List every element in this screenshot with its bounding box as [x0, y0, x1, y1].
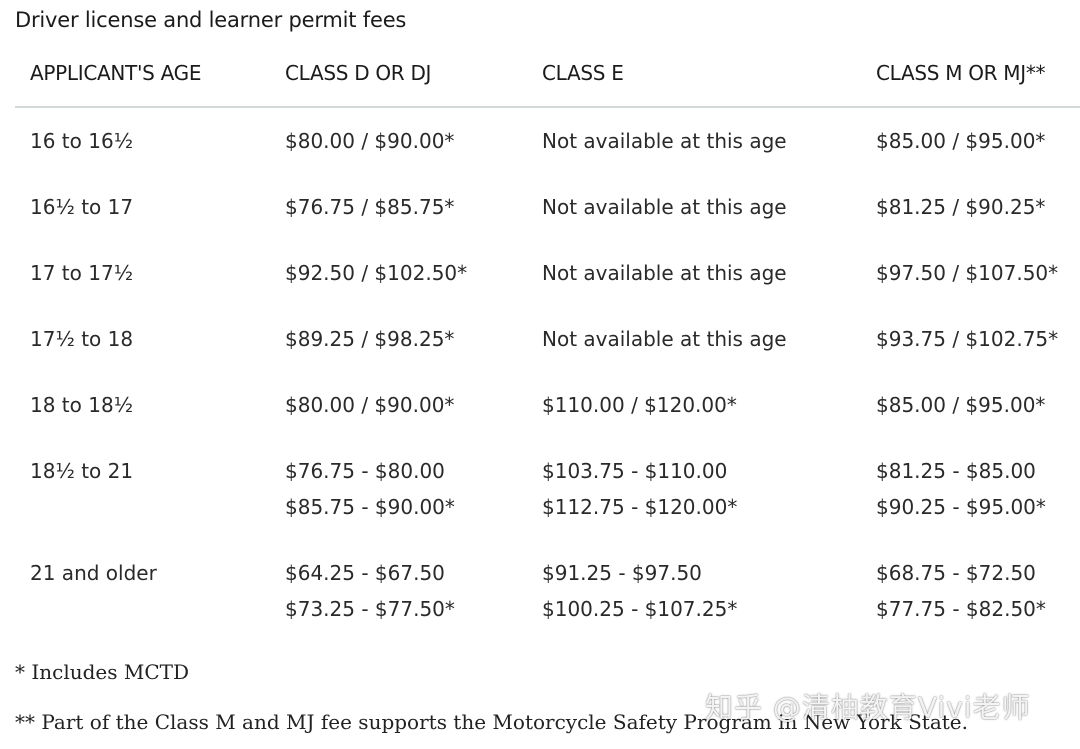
- cell-line: $85.00 / $95.00*: [876, 129, 1046, 153]
- cell-class-d: $89.25 / $98.25*: [285, 321, 454, 357]
- cell-class-e: Not available at this age: [542, 321, 787, 357]
- cell-line: $81.25 / $90.25*: [876, 195, 1046, 219]
- cell-line: 17½ to 18: [30, 327, 134, 351]
- cell-class-m: $81.25 / $90.25*: [876, 189, 1045, 225]
- table-caption: Driver license and learner permit fees: [15, 8, 407, 32]
- cell-applicant-age: 18 to 18½: [30, 387, 133, 423]
- cell-line: 16½ to 17: [30, 195, 134, 219]
- cell-line: $89.25 / $98.25*: [285, 327, 455, 351]
- header-applicants-age: APPLICANT'S AGE: [30, 61, 202, 85]
- cell-class-d: $80.00 / $90.00*: [285, 123, 454, 159]
- header-class-d: CLASS D OR DJ: [285, 61, 432, 85]
- cell-line: $80.00 / $90.00*: [285, 393, 455, 417]
- cell-class-e: $91.25 - $97.50 $100.25 - $107.25*: [542, 555, 737, 627]
- cell-line: $85.00 / $95.00*: [876, 393, 1046, 417]
- cell-class-m: $68.75 - $72.50 $77.75 - $82.50*: [876, 555, 1046, 627]
- cell-line: $85.75 - $90.00*: [285, 495, 455, 519]
- cell-applicant-age: 16 to 16½: [30, 123, 133, 159]
- header-class-e: CLASS E: [542, 61, 624, 85]
- cell-class-e: Not available at this age: [542, 123, 787, 159]
- cell-class-e: $110.00 / $120.00*: [542, 387, 737, 423]
- cell-line: $76.75 / $85.75*: [285, 195, 455, 219]
- cell-applicant-age: 21 and older: [30, 555, 157, 591]
- cell-line: $81.25 - $85.00: [876, 459, 1036, 483]
- cell-class-e: Not available at this age: [542, 189, 787, 225]
- cell-class-d: $80.00 / $90.00*: [285, 387, 454, 423]
- cell-line: $76.75 - $80.00: [285, 459, 445, 483]
- cell-line: $103.75 - $110.00: [542, 459, 728, 483]
- cell-line: Not available at this age: [542, 261, 787, 285]
- cell-line: $68.75 - $72.50: [876, 561, 1036, 585]
- cell-applicant-age: 16½ to 17: [30, 189, 133, 225]
- cell-line: $100.25 - $107.25*: [542, 597, 738, 621]
- cell-line: $80.00 / $90.00*: [285, 129, 455, 153]
- cell-class-m: $85.00 / $95.00*: [876, 387, 1045, 423]
- cell-class-m: $85.00 / $95.00*: [876, 123, 1045, 159]
- cell-applicant-age: 17½ to 18: [30, 321, 133, 357]
- cell-line: $64.25 - $67.50: [285, 561, 445, 585]
- header-class-m: CLASS M OR MJ**: [876, 61, 1046, 85]
- cell-class-d: $76.75 / $85.75*: [285, 189, 454, 225]
- footnote-mctd: * Includes MCTD: [15, 660, 190, 684]
- cell-line: 17 to 17½: [30, 261, 134, 285]
- cell-line: $90.25 - $95.00*: [876, 495, 1046, 519]
- cell-class-e: Not available at this age: [542, 255, 787, 291]
- footnote-motorcycle-safety: ** Part of the Class M and MJ fee suppor…: [15, 710, 968, 734]
- cell-line: $91.25 - $97.50: [542, 561, 702, 585]
- watermark: 知乎 @清柚教育Vivi老师: [705, 691, 1031, 724]
- cell-class-d: $64.25 - $67.50 $73.25 - $77.50*: [285, 555, 455, 627]
- cell-line: 16 to 16½: [30, 129, 134, 153]
- cell-class-d: $92.50 / $102.50*: [285, 255, 467, 291]
- cell-line: $73.25 - $77.50*: [285, 597, 455, 621]
- cell-line: Not available at this age: [542, 195, 787, 219]
- cell-line: $92.50 / $102.50*: [285, 261, 468, 285]
- cell-applicant-age: 18½ to 21: [30, 453, 133, 489]
- cell-class-e: $103.75 - $110.00 $112.75 - $120.00*: [542, 453, 737, 525]
- cell-applicant-age: 17 to 17½: [30, 255, 133, 291]
- cell-line: 18 to 18½: [30, 393, 134, 417]
- cell-line: $97.50 / $107.50*: [876, 261, 1059, 285]
- table-header: APPLICANT'S AGE CLASS D OR DJ CLASS E CL…: [15, 58, 1080, 108]
- cell-line: $110.00 / $120.00*: [542, 393, 737, 417]
- cell-class-d: $76.75 - $80.00 $85.75 - $90.00*: [285, 453, 455, 525]
- cell-class-m: $97.50 / $107.50*: [876, 255, 1058, 291]
- cell-line: $77.75 - $82.50*: [876, 597, 1046, 621]
- cell-class-m: $81.25 - $85.00 $90.25 - $95.00*: [876, 453, 1046, 525]
- cell-line: $93.75 / $102.75*: [876, 327, 1059, 351]
- cell-line: Not available at this age: [542, 129, 787, 153]
- cell-line: Not available at this age: [542, 327, 787, 351]
- cell-class-m: $93.75 / $102.75*: [876, 321, 1058, 357]
- cell-line: 21 and older: [30, 561, 157, 585]
- cell-line: $112.75 - $120.00*: [542, 495, 738, 519]
- cell-line: 18½ to 21: [30, 459, 134, 483]
